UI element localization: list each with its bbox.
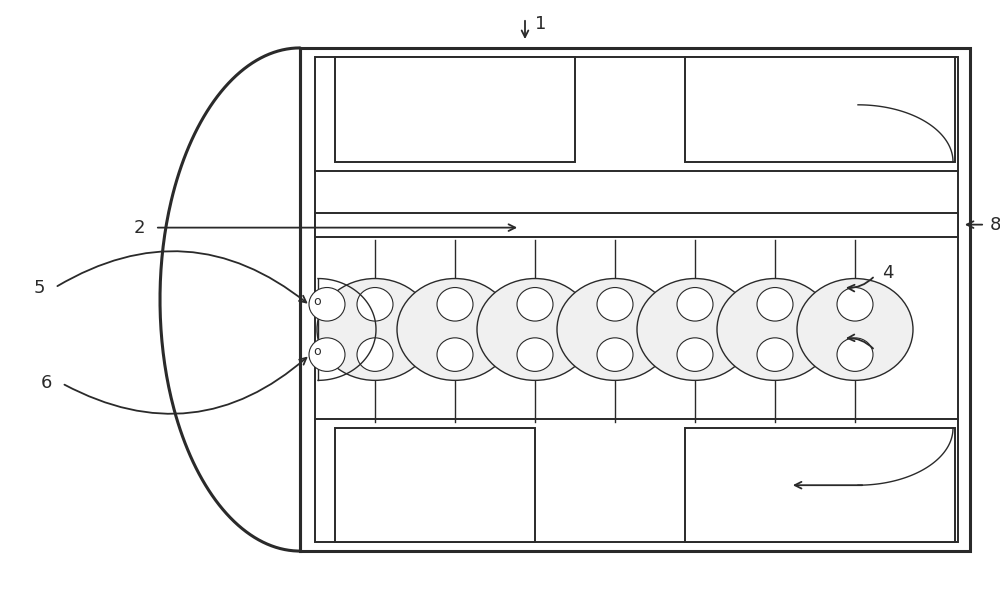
Ellipse shape (357, 338, 393, 371)
Ellipse shape (837, 288, 873, 321)
Bar (685, 428, 955, 542)
Ellipse shape (309, 338, 345, 371)
Bar (335, 428, 535, 542)
Ellipse shape (757, 288, 793, 321)
Ellipse shape (757, 338, 793, 371)
Ellipse shape (309, 288, 345, 321)
Ellipse shape (837, 338, 873, 371)
Text: o: o (313, 295, 321, 308)
Text: 3: 3 (882, 346, 894, 364)
Ellipse shape (597, 338, 633, 371)
Text: 8: 8 (990, 216, 1000, 234)
Ellipse shape (717, 279, 833, 380)
Ellipse shape (477, 279, 593, 380)
Ellipse shape (437, 288, 473, 321)
Text: o: o (313, 345, 321, 358)
Text: 4: 4 (882, 264, 894, 282)
Bar (685, 57, 955, 162)
Ellipse shape (637, 279, 753, 380)
Bar (335, 57, 575, 162)
Ellipse shape (797, 279, 913, 380)
Bar (315, 57, 958, 542)
Ellipse shape (517, 338, 553, 371)
Ellipse shape (397, 279, 513, 380)
Ellipse shape (317, 279, 433, 380)
Bar (300, 48, 970, 551)
Text: 2: 2 (134, 219, 145, 237)
Ellipse shape (597, 288, 633, 321)
Text: 6: 6 (41, 374, 52, 392)
Text: 5: 5 (34, 279, 45, 297)
Ellipse shape (677, 338, 713, 371)
Bar (315, 213, 958, 237)
Ellipse shape (357, 288, 393, 321)
Ellipse shape (677, 288, 713, 321)
Ellipse shape (517, 288, 553, 321)
Ellipse shape (557, 279, 673, 380)
Text: 7: 7 (872, 479, 884, 497)
Ellipse shape (437, 338, 473, 371)
Text: 1: 1 (535, 15, 546, 33)
